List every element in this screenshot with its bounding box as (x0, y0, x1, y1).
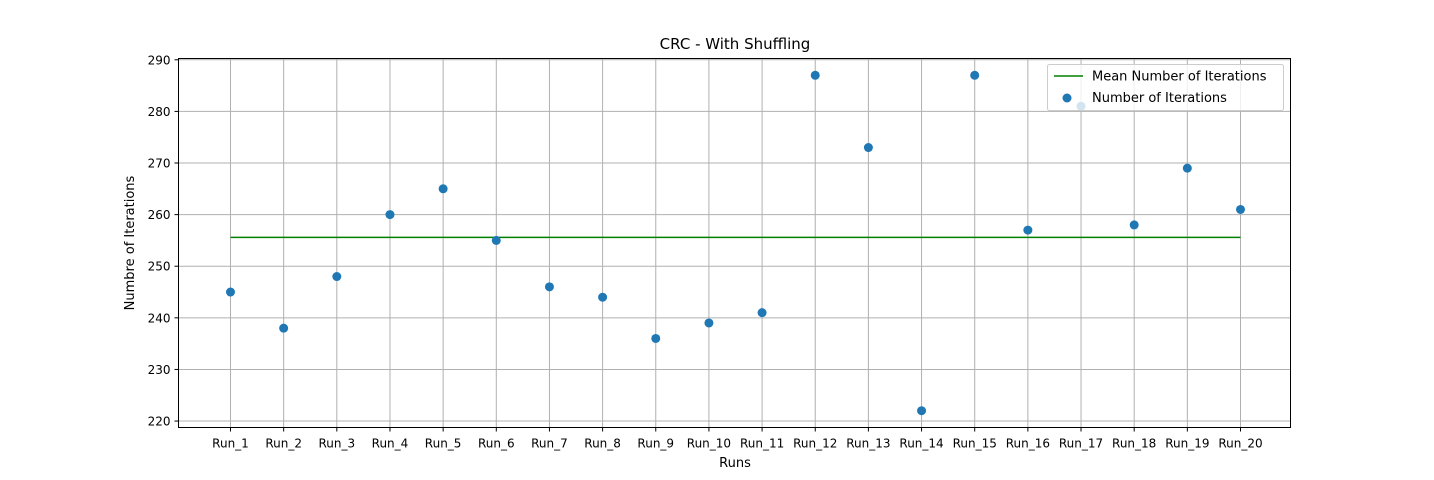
x-tick-label: Run_6 (478, 437, 515, 451)
data-point (1129, 220, 1139, 230)
x-tick-label: Run_3 (318, 437, 355, 451)
y-tick-label: 250 (148, 260, 171, 274)
legend: Mean Number of Iterations Number of Iter… (1047, 64, 1284, 111)
data-point (279, 323, 289, 333)
x-tick-label: Run_19 (1165, 437, 1209, 451)
x-tick-label: Run_18 (1112, 437, 1156, 451)
x-tick-label: Run_5 (425, 437, 462, 451)
data-point (810, 70, 820, 80)
x-axis-ticks: Run_1 Run_2 Run_3 Run_4 Run_5 Run_6 Run_7 Run_8… (212, 427, 1263, 451)
y-tick-label: 260 (148, 208, 171, 222)
x-tick-label: Run_7 (531, 437, 568, 451)
data-point (757, 308, 767, 318)
data-point (226, 287, 235, 297)
data-point (1023, 225, 1033, 235)
x-tick-label: Run_17 (1059, 437, 1103, 451)
data-point (438, 184, 448, 194)
x-tick-label: Run_2 (265, 437, 302, 451)
data-point (651, 333, 661, 343)
x-tick-label: Run_15 (953, 437, 997, 451)
data-point (598, 292, 608, 302)
data-point (917, 406, 927, 416)
y-tick-label: 290 (148, 53, 171, 67)
data-point (704, 318, 714, 328)
x-tick-label: Run_14 (899, 437, 943, 451)
x-axis-label: Runs (719, 456, 751, 471)
legend-points-label: Number of Iterations (1092, 91, 1227, 106)
x-tick-label: Run_20 (1218, 437, 1262, 451)
y-tick-label: 220 (148, 415, 171, 429)
y-tick-label: 230 (148, 363, 171, 377)
y-axis-label: Numbre of Iterations (123, 175, 138, 310)
data-point (1182, 163, 1192, 173)
y-tick-label: 270 (148, 157, 171, 171)
x-tick-label: Run_12 (793, 437, 837, 451)
y-tick-label: 240 (148, 311, 171, 325)
data-point (332, 272, 342, 282)
y-tick-label: 280 (148, 105, 171, 119)
x-tick-label: Run_13 (846, 437, 890, 451)
x-tick-label: Run_11 (740, 437, 784, 451)
y-axis-ticks: 220 230 240 250 260 270 280 290 (148, 53, 179, 429)
x-tick-label: Run_1 (212, 437, 249, 451)
legend-box (1047, 64, 1284, 111)
data-point (544, 282, 554, 292)
x-tick-label: Run_4 (372, 437, 409, 451)
data-point (1236, 204, 1245, 214)
chart-title: CRC - With Shuffling (660, 35, 811, 53)
x-tick-label: Run_16 (1006, 437, 1050, 451)
data-point (970, 70, 980, 80)
data-point (491, 235, 501, 245)
grid-lines (178, 58, 1291, 428)
legend-points-swatch (1062, 93, 1072, 103)
data-points (226, 70, 1245, 416)
legend-mean-label: Mean Number of Iterations (1092, 70, 1267, 85)
data-point (385, 210, 395, 220)
x-tick-label: Run_9 (637, 437, 674, 451)
data-point (863, 143, 873, 153)
x-tick-label: Run_10 (687, 437, 731, 451)
plot-frame (178, 58, 1291, 428)
x-tick-label: Run_8 (584, 437, 621, 451)
